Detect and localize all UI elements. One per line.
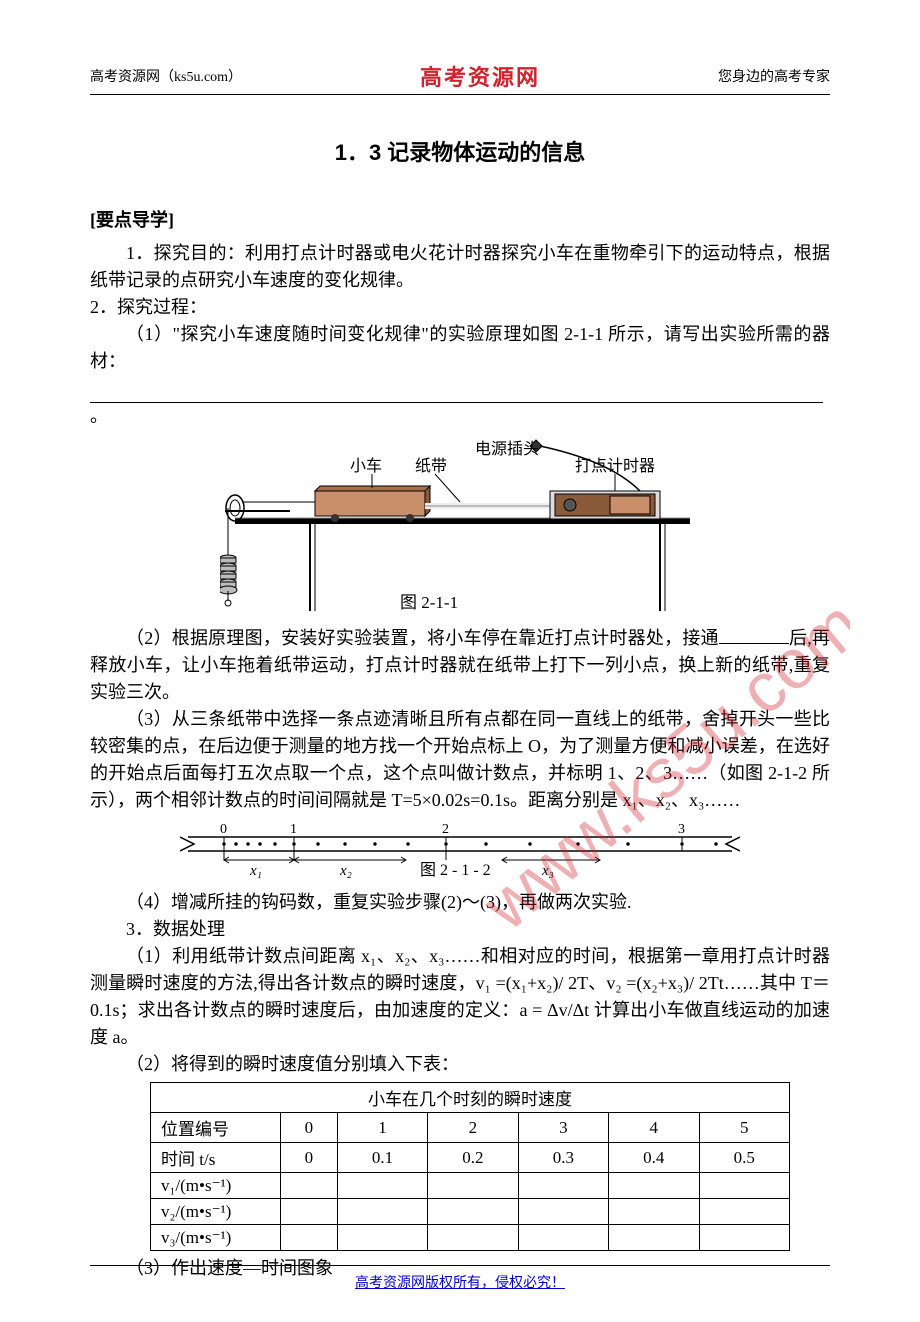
- section-heading: [要点导学]: [90, 207, 830, 234]
- table-cell: 3: [518, 1113, 608, 1143]
- table-title: 小车在几个时刻的瞬时速度: [151, 1083, 790, 1113]
- velocity-table: 小车在几个时刻的瞬时速度 位置编号 0 1 2 3 4 5 时间 t/s 0 0…: [150, 1082, 790, 1251]
- svg-text:图 2 - 1 - 2: 图 2 - 1 - 2: [420, 862, 491, 879]
- paragraph-dp2: （2）将得到的瞬时速度值分别填入下表：: [90, 1051, 830, 1078]
- step1-text: （1）"探究小车速度随时间变化规律"的实验原理如图 2-1-1 所示，请写出实验…: [90, 324, 830, 371]
- paragraph-dp1: （1）利用纸带计数点间距离 x₁、x₂、x₃……和相对应的时间，根据第一章用打点…: [90, 943, 830, 1051]
- svg-text:打点计时器: 打点计时器: [575, 457, 655, 475]
- page-footer: 高考资源网版权所有，侵权必究！: [0, 1265, 920, 1292]
- table-cell: [428, 1173, 518, 1199]
- table-cell: [609, 1199, 699, 1225]
- table-cell: [609, 1225, 699, 1251]
- step1-period: 。: [90, 406, 108, 426]
- table-cell: 5: [699, 1113, 789, 1143]
- table-cell: [281, 1199, 338, 1225]
- svg-text:1: 1: [290, 822, 297, 837]
- table-row-head: 时间 t/s: [151, 1143, 281, 1173]
- header-left: 高考资源网（ks5u.com）: [90, 66, 242, 86]
- table-cell: [518, 1199, 608, 1225]
- paragraph-step2: （2）根据原理图，安装好实验装置，将小车停在靠近打点计时器处，接通后,再释放小车…: [90, 625, 830, 706]
- page-title: 1．3 记录物体运动的信息: [90, 135, 830, 167]
- svg-text:图 2-1-1: 图 2-1-1: [400, 593, 458, 612]
- table-row: 时间 t/s 0 0.1 0.2 0.3 0.4 0.5: [151, 1143, 790, 1173]
- step1-blank-line: 。: [90, 375, 830, 430]
- table-cell: 0.1: [337, 1143, 427, 1173]
- table-cell: 4: [609, 1113, 699, 1143]
- figure-1-diagram: 小车 纸带 电源插头 打点计时器 图 2-1-1: [220, 436, 700, 616]
- figure-1-block: 小车 纸带 电源插头 打点计时器 图 2-1-1: [90, 436, 830, 621]
- table-cell: [337, 1199, 427, 1225]
- footer-text: 高考资源网版权所有，侵权必究！: [355, 1276, 565, 1291]
- table-cell: 0.5: [699, 1143, 789, 1173]
- table-cell: [428, 1225, 518, 1251]
- table-row: 位置编号 0 1 2 3 4 5: [151, 1113, 790, 1143]
- table-cell: 0.3: [518, 1143, 608, 1173]
- svg-text:小车: 小车: [350, 457, 382, 475]
- table-cell: [337, 1173, 427, 1199]
- table-row: v₃/(m•s⁻¹): [151, 1225, 790, 1251]
- table-title-row: 小车在几个时刻的瞬时速度: [151, 1083, 790, 1113]
- table-cell: [699, 1173, 789, 1199]
- table-row-head: v₃/(m•s⁻¹): [151, 1225, 281, 1251]
- table-cell: [518, 1225, 608, 1251]
- figure-2-diagram: 0 1 2 3 x₁ x₂ x₃ 图: [180, 820, 740, 880]
- svg-text:电源插头: 电源插头: [475, 440, 539, 458]
- table-cell: 0.4: [609, 1143, 699, 1173]
- table-cell: [518, 1173, 608, 1199]
- figure-2-block: 0 1 2 3 x₁ x₂ x₃ 图: [90, 820, 830, 885]
- table-row: v₂/(m•s⁻¹): [151, 1199, 790, 1225]
- header-center-brand: 高考资源网: [420, 60, 540, 92]
- table-row: v₁/(m•s⁻¹): [151, 1173, 790, 1199]
- svg-text:x₂: x₂: [339, 863, 352, 879]
- table-cell: 0.2: [428, 1143, 518, 1173]
- paragraph-purpose: 1．探究目的：利用打点计时器或电火花计时器探究小车在重物牵引下的运动特点，根据纸…: [90, 240, 830, 294]
- paragraph-step4: （4）增减所挂的钩码数，重复实验步骤(2)～(3)，再做两次实验.: [90, 889, 830, 916]
- step2-text-a: （2）根据原理图，安装好实验装置，将小车停在靠近打点计时器处，接通: [126, 628, 719, 648]
- table-row-head: v₂/(m•s⁻¹): [151, 1199, 281, 1225]
- svg-text:2: 2: [442, 822, 449, 837]
- table-cell: [609, 1173, 699, 1199]
- table-cell: [281, 1173, 338, 1199]
- table-cell: 0: [281, 1113, 338, 1143]
- table-cell: [337, 1225, 427, 1251]
- svg-text:x₁: x₁: [249, 863, 262, 879]
- table-cell: [428, 1199, 518, 1225]
- paragraph-step3: （3）从三条纸带中选择一条点迹清晰且所有点都在同一直线上的纸带，舍掉开头一些比较…: [90, 706, 830, 814]
- table-row-head: v₁/(m•s⁻¹): [151, 1173, 281, 1199]
- page-header: 高考资源网（ks5u.com） 高考资源网 您身边的高考专家: [90, 60, 830, 95]
- table-cell: [281, 1225, 338, 1251]
- table-row-head: 位置编号: [151, 1113, 281, 1143]
- paragraph-process-heading: 2．探究过程：: [90, 294, 830, 321]
- footer-divider: [90, 1265, 830, 1266]
- header-right: 您身边的高考专家: [718, 66, 830, 86]
- document-page: www.ks5u.com 高考资源网（ks5u.com） 高考资源网 您身边的高…: [0, 0, 920, 1322]
- paragraph-data-processing-heading: 3．数据处理: [90, 916, 830, 943]
- step2-blank: [719, 626, 789, 644]
- table-cell: 0: [281, 1143, 338, 1173]
- svg-text:3: 3: [678, 822, 685, 837]
- svg-text:x₃: x₃: [541, 863, 554, 879]
- svg-text:0: 0: [220, 822, 227, 837]
- table-cell: 2: [428, 1113, 518, 1143]
- table-cell: [699, 1199, 789, 1225]
- paragraph-step1: （1）"探究小车速度随时间变化规律"的实验原理如图 2-1-1 所示，请写出实验…: [90, 321, 830, 375]
- table-cell: 1: [337, 1113, 427, 1143]
- svg-text:纸带: 纸带: [415, 457, 447, 475]
- table-cell: [699, 1225, 789, 1251]
